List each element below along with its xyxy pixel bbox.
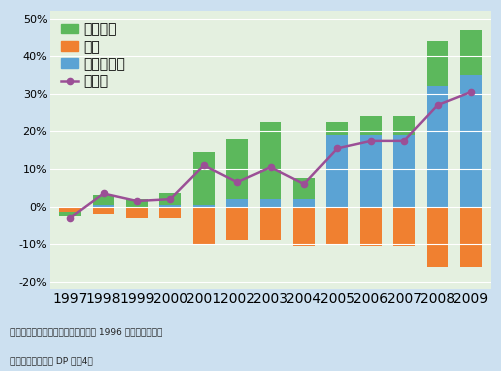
Bar (126, 199, 148, 207)
Bar (427, 86, 448, 207)
Bar (126, 207, 148, 218)
Bar (159, 205, 181, 207)
Bar (93, 196, 114, 205)
Bar (327, 207, 348, 244)
Bar (327, 135, 348, 207)
Bar (260, 207, 282, 240)
Bar (393, 207, 415, 246)
Bar (226, 139, 248, 199)
Bar (293, 178, 315, 199)
Bar (159, 194, 181, 205)
Bar (260, 122, 282, 199)
Bar (427, 41, 448, 86)
Bar (193, 205, 214, 207)
Legend: 製品品質, 合併, 年次ダミー, 総変化: 製品品質, 合併, 年次ダミー, 総変化 (57, 18, 129, 93)
Bar (59, 212, 81, 216)
Bar (260, 199, 282, 207)
Bar (327, 122, 348, 135)
Bar (393, 116, 415, 135)
Bar (193, 152, 214, 205)
Bar (360, 116, 382, 135)
Bar (93, 205, 114, 207)
Bar (393, 135, 415, 207)
Bar (193, 207, 214, 244)
Bar (460, 30, 482, 75)
Bar (159, 207, 181, 218)
Text: ［参考：原図表は DP の围4］: ［参考：原図表は DP の围4］ (10, 357, 93, 365)
Bar (93, 207, 114, 214)
Bar (293, 207, 315, 246)
Bar (226, 199, 248, 207)
Bar (59, 207, 81, 212)
Bar (360, 135, 382, 207)
Bar (360, 207, 382, 246)
Bar (427, 207, 448, 267)
Text: 縦軸：平均的な価格変化率（基準は 1996 年）／横軸：年: 縦軸：平均的な価格変化率（基準は 1996 年）／横軸：年 (10, 327, 162, 336)
Bar (226, 207, 248, 240)
Bar (293, 199, 315, 207)
Bar (460, 75, 482, 207)
Bar (460, 207, 482, 267)
